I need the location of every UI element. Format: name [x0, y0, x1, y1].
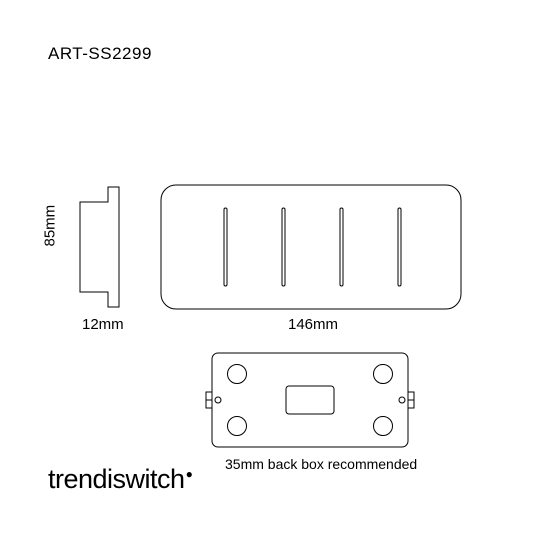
brand-mark-icon: ● [186, 467, 193, 481]
product-code: ART-SS2299 [48, 44, 152, 64]
backbox-recommendation-label: 35mm back box recommended [225, 456, 417, 472]
depth-dimension-label: 12mm [82, 316, 124, 333]
technical-diagram: 85mm 12mm 146mm [0, 90, 535, 390]
brand-name: trendiswitch [48, 464, 185, 494]
back-box-view [205, 352, 415, 448]
front-plate-view [160, 184, 462, 310]
height-dimension-label: 85mm [42, 205, 59, 247]
side-profile-view [78, 186, 122, 308]
brand-logo: trendiswitch● [48, 464, 192, 495]
width-dimension-label: 146mm [288, 316, 338, 333]
